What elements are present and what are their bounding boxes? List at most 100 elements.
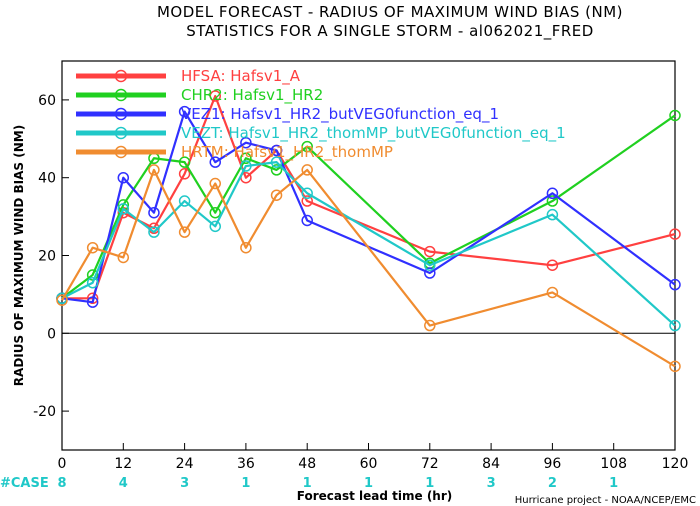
- data-point: [178, 105, 191, 118]
- x-tick-label: 84: [482, 456, 500, 472]
- legend-item: HFSA: Hafsv1_A: [76, 67, 301, 86]
- data-point: [117, 203, 130, 215]
- case-count: 8: [57, 476, 66, 491]
- case-count: 1: [303, 476, 312, 491]
- case-count: 3: [487, 476, 496, 491]
- data-point: [301, 214, 313, 227]
- data-point: [178, 156, 191, 168]
- data-point: [270, 144, 283, 157]
- case-count: 2: [548, 476, 557, 491]
- legend-label: HFSA: Hafsv1_A: [181, 67, 301, 86]
- data-point: [86, 296, 99, 308]
- data-point: [117, 171, 130, 184]
- y-tick-label: 60: [38, 93, 56, 109]
- data-point: [270, 164, 283, 176]
- data-point: [424, 259, 436, 271]
- legend-marker: [114, 107, 128, 121]
- case-count: 1: [364, 476, 373, 491]
- series-line: [61, 161, 676, 327]
- legend-label: CHR2: Hafsv1_HR2: [181, 86, 323, 105]
- data-point: [301, 187, 313, 200]
- data-point: [546, 187, 559, 200]
- data-point: [178, 195, 191, 207]
- case-count: 1: [609, 476, 618, 491]
- series-line: [61, 168, 676, 368]
- case-count: 3: [180, 476, 189, 491]
- chart-subtitle: STATISTICS FOR A SINGLE STORM - al062021…: [186, 22, 594, 41]
- data-point: [209, 90, 221, 102]
- credit-text: Hurricane project - NOAA/NCEP/EMC: [515, 495, 696, 506]
- data-point: [86, 276, 99, 289]
- data-point: [240, 152, 252, 164]
- data-point: [209, 206, 221, 219]
- legend-marker: [114, 88, 128, 102]
- legend-marker: [114, 126, 128, 140]
- x-tick-label: 48: [298, 456, 316, 472]
- data-point: [424, 319, 436, 332]
- legend-item: VEZT: Hafsv1_HR2_thomMP_butVEG0function_…: [76, 124, 566, 143]
- data-point: [240, 136, 252, 149]
- series-5: [56, 164, 681, 373]
- x-axis: 0 12 24 36 48 60 72 84 96 108 120: [58, 443, 689, 472]
- data-point: [209, 177, 221, 190]
- data-point: [546, 195, 559, 207]
- data-point: [240, 160, 252, 172]
- x-tick-label: 36: [237, 456, 255, 472]
- case-count: 1: [425, 476, 434, 491]
- chart-title: MODEL FORECAST - RADIUS OF MAXIMUM WIND …: [157, 3, 623, 21]
- x-tick-label: 60: [360, 456, 378, 472]
- data-point: [301, 140, 313, 153]
- data-point: [546, 208, 559, 221]
- data-point: [424, 245, 436, 258]
- case-count: 1: [241, 476, 250, 491]
- data-point: [178, 168, 191, 180]
- y-tick-label: 20: [38, 249, 56, 265]
- data-point: [209, 220, 221, 233]
- y-axis-label: RADIUS OF MAXIMUM WIND BIAS (NM): [12, 125, 26, 386]
- data-point: [148, 226, 160, 238]
- data-point: [86, 241, 99, 254]
- legend-marker: [114, 145, 128, 159]
- data-point: [669, 360, 681, 373]
- x-tick-label: 96: [543, 456, 561, 472]
- data-point: [669, 319, 681, 332]
- x-tick-label: 0: [58, 456, 67, 472]
- data-point: [117, 251, 130, 264]
- data-point: [240, 241, 252, 254]
- y-tick-label: -20: [33, 404, 56, 420]
- data-point: [270, 189, 283, 201]
- data-point: [301, 195, 313, 207]
- data-point: [178, 226, 191, 238]
- data-point: [148, 164, 160, 176]
- data-point: [546, 259, 559, 271]
- y-tick-label: 40: [38, 171, 56, 187]
- legend-item: VEZ1: Hafsv1_HR2_butVEG0function_eq_1: [76, 105, 499, 124]
- x-tick-label: 24: [176, 456, 194, 472]
- series-line: [61, 110, 676, 304]
- data-point: [424, 267, 436, 279]
- data-point: [56, 294, 68, 306]
- data-point: [209, 156, 221, 168]
- legend-item: HRTM: Hafsv1_HR2_thomMP: [76, 143, 393, 162]
- series-3: [56, 105, 681, 308]
- legend-label: VEZT: Hafsv1_HR2_thomMP_butVEG0function_…: [181, 124, 566, 143]
- case-label: #CASE: [0, 476, 49, 491]
- series-line: [61, 114, 676, 300]
- data-point: [86, 292, 99, 305]
- data-point: [669, 278, 681, 291]
- x-tick-label: 72: [421, 456, 439, 472]
- legend-label: VEZ1: Hafsv1_HR2_butVEG0function_eq_1: [181, 105, 499, 124]
- case-count-row: #CASE 8 4 3 1 1 1 1 3 2 1: [0, 476, 618, 491]
- legend-marker: [114, 69, 128, 83]
- legend-item: CHR2: Hafsv1_HR2: [76, 86, 323, 105]
- x-tick-label: 108: [600, 456, 627, 472]
- x-tick-label: 120: [662, 456, 689, 472]
- case-count: 4: [119, 476, 128, 491]
- data-point: [270, 156, 283, 168]
- data-point: [669, 109, 681, 122]
- x-axis-label: Forecast lead time (hr): [297, 489, 453, 503]
- y-tick-label: 0: [47, 326, 56, 342]
- data-point: [148, 206, 160, 219]
